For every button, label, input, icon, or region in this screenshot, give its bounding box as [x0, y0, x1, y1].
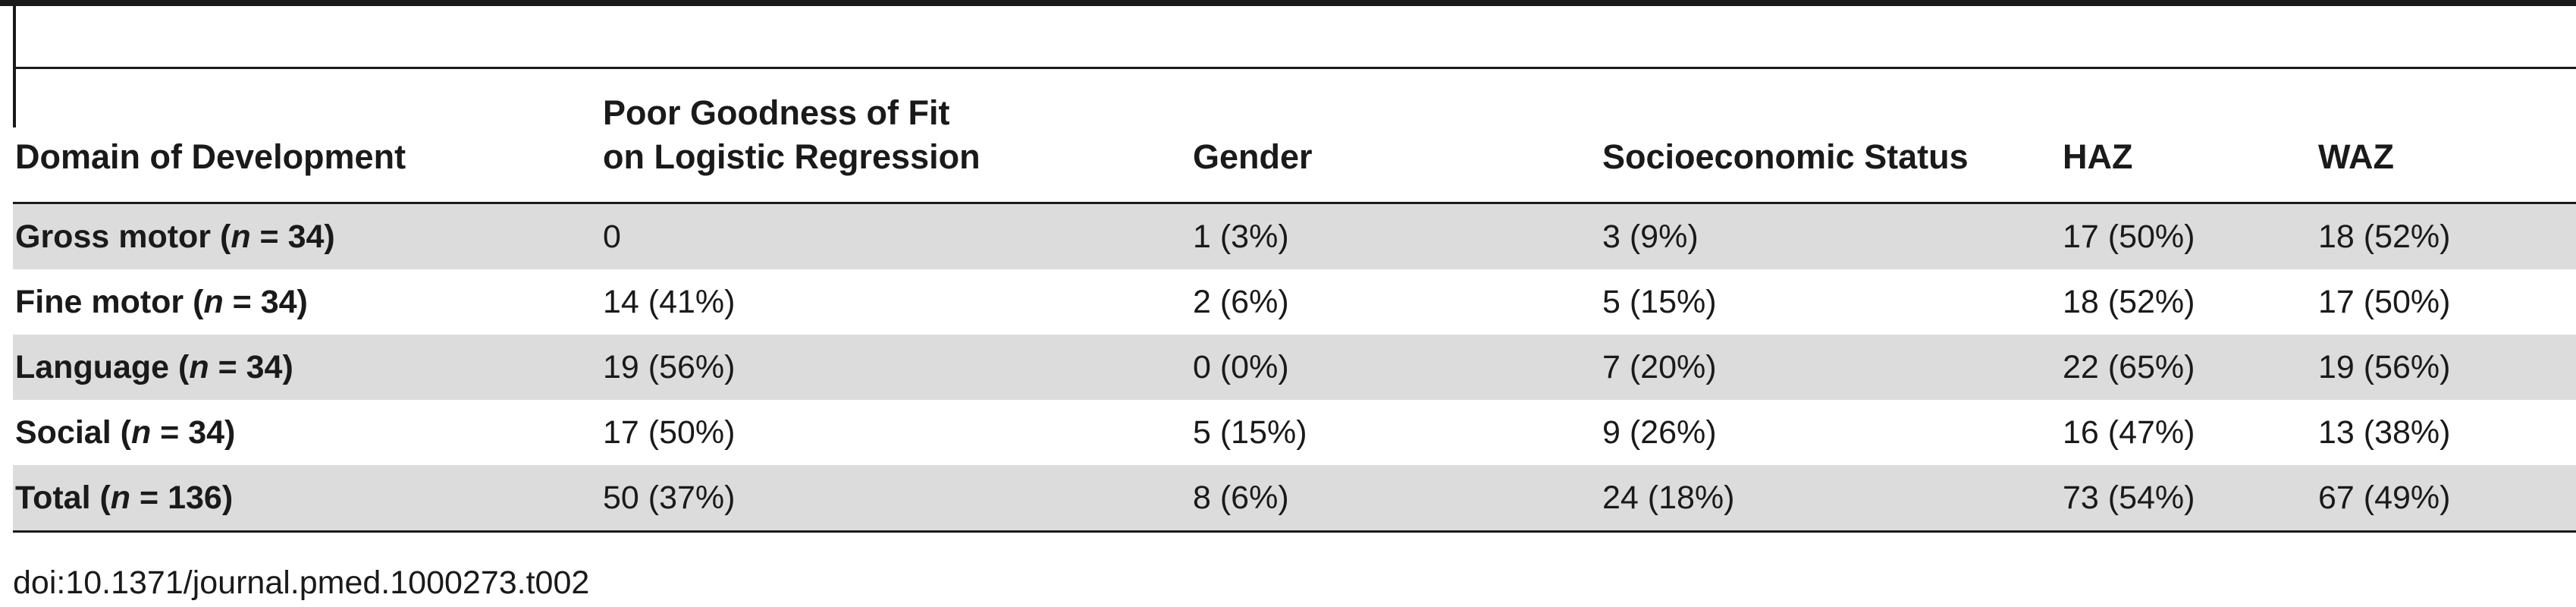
header-waz: WAZ: [2318, 137, 2394, 176]
header-gender: Gender: [1193, 137, 1313, 176]
table-cell: 17 (50%): [603, 414, 736, 451]
header-socioeconomic-status: Socioeconomic Status: [1602, 137, 1969, 176]
table-cell: 1 (3%): [1193, 219, 1289, 255]
table-row: Gross motor (n = 34) 0 1 (3%) 3 (9%) 17 (50%…: [13, 204, 2576, 269]
table-cell: 19 (56%): [603, 349, 736, 385]
row-domain-label: Social (n = 34): [15, 414, 236, 451]
table-cell: 0: [603, 219, 621, 255]
table-cell: 13 (38%): [2318, 414, 2451, 451]
row-domain-label: Total (n = 136): [15, 480, 234, 516]
table-cell: 2 (6%): [1193, 284, 1289, 320]
table-cell: 17 (50%): [2318, 284, 2451, 320]
table-row: Language (n = 34) 19 (56%) 0 (0%) 7 (20%) 22…: [13, 335, 2576, 400]
table-cell: 22 (65%): [2063, 349, 2195, 385]
table-cell: 17 (50%): [2063, 219, 2195, 255]
header-poor-goodness-of-fit: Poor Goodness of Fit on Logistic Regress…: [603, 93, 981, 176]
table-cell: 5 (15%): [1602, 284, 1717, 320]
table-cell: 50 (37%): [603, 480, 736, 516]
table-cell: 67 (49%): [2318, 480, 2451, 516]
table-cell: 73 (54%): [2063, 480, 2195, 516]
table-cell: 14 (41%): [603, 284, 736, 320]
table-row: Total (n = 136) 50 (37%) 8 (6%) 24 (18%) 73 …: [13, 465, 2576, 530]
row-domain-label: Fine motor (n = 34): [15, 284, 308, 320]
row-domain-label: Language (n = 34): [15, 349, 293, 385]
table-top-rule: [13, 67, 2576, 69]
table-cell: 18 (52%): [2063, 284, 2195, 320]
table-row: Fine motor (n = 34) 14 (41%) 2 (6%) 5 (15%)…: [13, 269, 2576, 335]
table-cell: 0 (0%): [1193, 349, 1289, 385]
table-cell: 5 (15%): [1193, 414, 1307, 451]
header-rule: [13, 202, 2576, 204]
table-cell: 16 (47%): [2063, 414, 2195, 451]
row-domain-label: Gross motor (n = 34): [15, 219, 335, 255]
table-cell: 9 (26%): [1602, 414, 1717, 451]
data-table: Domain of Development Poor Goodness of F…: [13, 67, 2576, 533]
table-cell: 19 (56%): [2318, 349, 2451, 385]
header-haz: HAZ: [2063, 137, 2133, 176]
table-cell: 8 (6%): [1193, 480, 1289, 516]
top-border-rule: [0, 0, 2576, 6]
table-header-row: Domain of Development Poor Goodness of F…: [13, 69, 2576, 202]
table-cell: 24 (18%): [1602, 480, 1735, 516]
table-cell: 7 (20%): [1602, 349, 1717, 385]
table-cell: 18 (52%): [2318, 219, 2451, 255]
table-cell: 3 (9%): [1602, 219, 1699, 255]
table-row: Social (n = 34) 17 (50%) 5 (15%) 9 (26%) 16 …: [13, 400, 2576, 465]
doi-footnote: doi:10.1371/journal.pmed.1000273.t002: [13, 565, 590, 601]
header-domain-of-development: Domain of Development: [15, 137, 406, 176]
table-bottom-rule: [13, 530, 2576, 533]
table-body: Gross motor (n = 34) 0 1 (3%) 3 (9%) 17 (50%…: [13, 204, 2576, 530]
